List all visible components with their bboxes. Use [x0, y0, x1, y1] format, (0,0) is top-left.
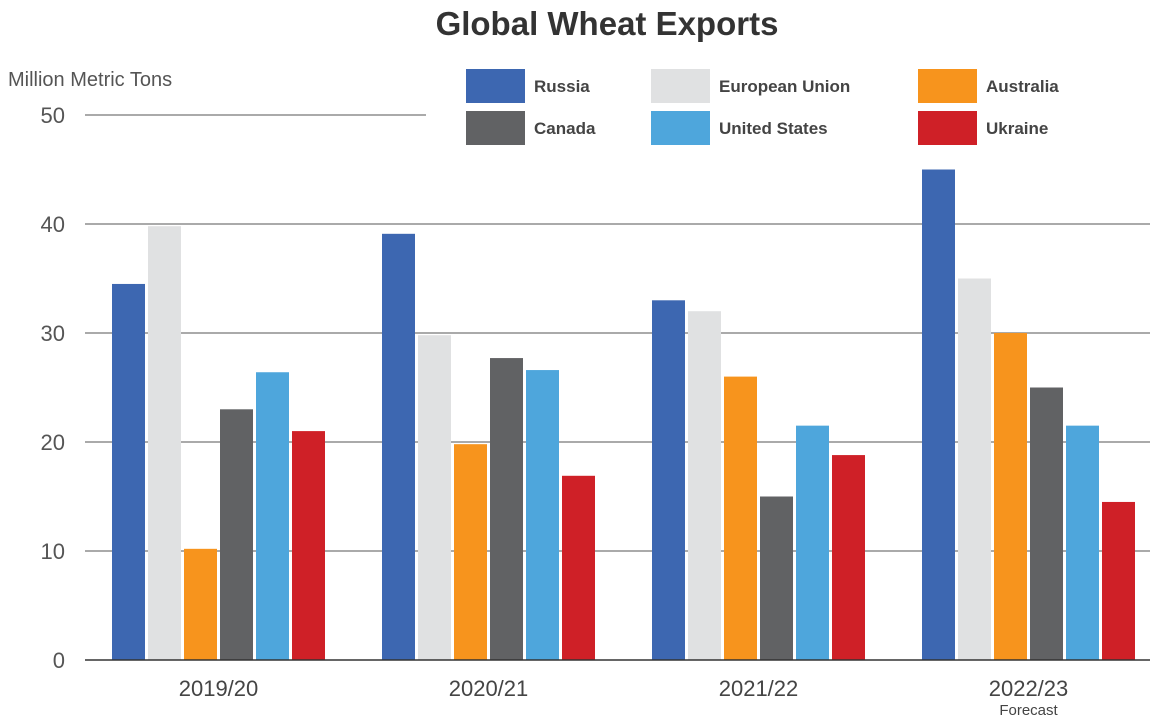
bars — [112, 169, 1135, 660]
legend-label-australia: Australia — [986, 77, 1059, 96]
y-axis-label: Million Metric Tons — [8, 69, 172, 91]
bar-russia-2022-23 — [922, 169, 955, 660]
bar-ukraine-2021-22 — [832, 455, 865, 660]
bar-united-states-2019-20 — [256, 372, 289, 660]
bar-united-states-2021-22 — [796, 425, 829, 660]
legend-swatch-canada — [466, 111, 525, 145]
bar-ukraine-2020-21 — [562, 475, 595, 660]
bar-russia-2021-22 — [652, 300, 685, 660]
bar-united-states-2020-21 — [526, 370, 559, 660]
y-tick-label: 50 — [41, 103, 65, 128]
y-tick-label: 10 — [41, 539, 65, 564]
bar-united-states-2022-23 — [1066, 425, 1099, 660]
bar-canada-2020-21 — [490, 358, 523, 660]
bar-russia-2020-21 — [382, 233, 415, 660]
y-tick-label: 0 — [53, 648, 65, 673]
bar-australia-2019-20 — [184, 548, 217, 660]
legend-label-european-union: European Union — [719, 77, 850, 96]
y-tick-label: 20 — [41, 430, 65, 455]
bar-canada-2022-23 — [1030, 387, 1063, 660]
x-tick-label: 2020/21 — [449, 676, 529, 701]
x-tick-label: 2022/23 — [989, 676, 1069, 701]
y-tick-labels: 0 10 20 30 40 50 — [41, 103, 65, 673]
legend-swatch-ukraine — [918, 111, 977, 145]
x-tick-label: 2019/20 — [179, 676, 259, 701]
y-tick-label: 30 — [41, 321, 65, 346]
bar-ukraine-2022-23 — [1102, 501, 1135, 660]
legend-label-russia: Russia — [534, 77, 590, 96]
x-tick-note: Forecast — [999, 702, 1058, 719]
bar-european-union-2020-21 — [418, 335, 451, 660]
bar-european-union-2019-20 — [148, 226, 181, 660]
bar-australia-2022-23 — [994, 333, 1027, 660]
bar-australia-2020-21 — [454, 444, 487, 660]
legend-swatch-european-union — [651, 69, 710, 103]
bar-european-union-2021-22 — [688, 311, 721, 660]
chart-title: Global Wheat Exports — [436, 5, 779, 42]
legend-swatch-russia — [466, 69, 525, 103]
legend-label-ukraine: Ukraine — [986, 119, 1048, 138]
legend-swatch-united-states — [651, 111, 710, 145]
bar-canada-2021-22 — [760, 496, 793, 660]
x-tick-label: 2021/22 — [719, 676, 799, 701]
bar-russia-2019-20 — [112, 283, 145, 660]
bar-canada-2019-20 — [220, 409, 253, 660]
legend-label-united-states: United States — [719, 119, 828, 138]
legend: Russia Canada European Union United States A… — [466, 69, 1059, 145]
bar-european-union-2022-23 — [958, 278, 991, 660]
bar-australia-2021-22 — [724, 376, 757, 660]
y-tick-label: 40 — [41, 212, 65, 237]
legend-label-canada: Canada — [534, 119, 596, 138]
legend-swatch-australia — [918, 69, 977, 103]
bar-ukraine-2019-20 — [292, 431, 325, 660]
